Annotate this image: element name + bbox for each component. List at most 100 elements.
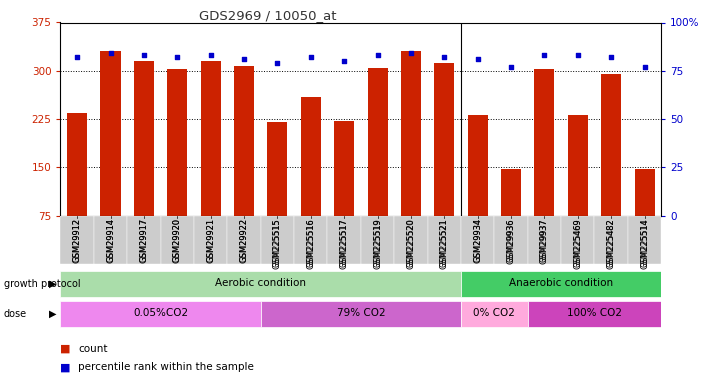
Point xyxy=(639,64,651,70)
Text: ▶: ▶ xyxy=(49,279,57,289)
Point xyxy=(138,53,149,58)
Text: GSM225516: GSM225516 xyxy=(306,218,315,268)
Bar xyxy=(261,302,461,327)
Bar xyxy=(67,112,87,216)
Text: GDS2969 / 10050_at: GDS2969 / 10050_at xyxy=(199,9,336,22)
Bar xyxy=(201,61,220,216)
Bar xyxy=(194,216,228,264)
Bar xyxy=(328,216,360,264)
Bar xyxy=(461,216,494,264)
Text: GSM29920: GSM29920 xyxy=(173,218,182,263)
Text: GSM225519: GSM225519 xyxy=(373,218,382,267)
Text: GSM29921: GSM29921 xyxy=(206,218,215,263)
Bar xyxy=(568,114,588,216)
Text: 79% CO2: 79% CO2 xyxy=(336,309,385,318)
Text: ▶: ▶ xyxy=(49,309,57,319)
Bar xyxy=(601,74,621,216)
Text: GSM29917: GSM29917 xyxy=(139,218,149,262)
Point xyxy=(305,54,316,60)
Text: GSM29934: GSM29934 xyxy=(473,218,482,262)
Text: percentile rank within the sample: percentile rank within the sample xyxy=(78,363,254,372)
Text: Aerobic condition: Aerobic condition xyxy=(215,279,306,288)
Point xyxy=(338,58,350,64)
Point xyxy=(572,53,584,58)
Text: GSM29936: GSM29936 xyxy=(506,218,515,264)
Bar xyxy=(427,216,461,264)
Text: GSM225517: GSM225517 xyxy=(340,218,348,267)
Bar xyxy=(60,302,261,327)
Text: GSM225517: GSM225517 xyxy=(340,218,348,268)
Text: GSM225469: GSM225469 xyxy=(573,218,582,268)
Bar xyxy=(234,66,254,216)
Bar xyxy=(360,216,394,264)
Point xyxy=(539,53,550,58)
Bar xyxy=(161,216,194,264)
Text: GSM225521: GSM225521 xyxy=(440,218,449,267)
Bar xyxy=(594,216,628,264)
Point xyxy=(506,64,517,70)
Bar xyxy=(294,216,328,264)
Text: GSM225519: GSM225519 xyxy=(373,218,382,268)
Text: growth protocol: growth protocol xyxy=(4,279,80,289)
Bar xyxy=(561,216,594,264)
Point xyxy=(238,56,250,62)
Point xyxy=(439,54,450,60)
Bar xyxy=(60,216,94,264)
Bar xyxy=(228,216,261,264)
Bar xyxy=(267,122,287,216)
Bar xyxy=(468,114,488,216)
Point xyxy=(171,54,183,60)
Bar xyxy=(634,169,655,216)
Bar xyxy=(334,121,354,216)
Text: GSM225515: GSM225515 xyxy=(273,218,282,268)
Bar xyxy=(461,302,528,327)
Point xyxy=(105,50,116,56)
Text: GSM29922: GSM29922 xyxy=(240,218,249,263)
Bar xyxy=(134,61,154,216)
Point xyxy=(372,53,383,58)
Bar xyxy=(301,96,321,216)
Bar xyxy=(60,272,461,297)
Text: GSM29920: GSM29920 xyxy=(173,218,182,262)
Text: Anaerobic condition: Anaerobic condition xyxy=(509,279,613,288)
Point xyxy=(205,53,216,58)
Bar xyxy=(494,216,528,264)
Text: GSM29934: GSM29934 xyxy=(473,218,482,263)
Text: GSM225514: GSM225514 xyxy=(640,218,649,268)
Text: GSM29912: GSM29912 xyxy=(73,218,82,262)
Bar xyxy=(501,169,521,216)
Text: GSM225514: GSM225514 xyxy=(640,218,649,267)
Text: count: count xyxy=(78,344,107,354)
Bar xyxy=(528,302,661,327)
Text: GSM225482: GSM225482 xyxy=(606,218,616,267)
Text: GSM29917: GSM29917 xyxy=(139,218,149,263)
Text: GSM225515: GSM225515 xyxy=(273,218,282,267)
Text: GSM29921: GSM29921 xyxy=(206,218,215,262)
Text: GSM225469: GSM225469 xyxy=(573,218,582,267)
Text: ■: ■ xyxy=(60,344,71,354)
Bar xyxy=(434,63,454,216)
Text: GSM29914: GSM29914 xyxy=(106,218,115,263)
Bar xyxy=(628,216,661,264)
Text: ■: ■ xyxy=(60,363,71,372)
Bar xyxy=(394,216,427,264)
Bar xyxy=(401,51,421,216)
Text: GSM29922: GSM29922 xyxy=(240,218,249,262)
Text: 100% CO2: 100% CO2 xyxy=(567,309,622,318)
Text: GSM225516: GSM225516 xyxy=(306,218,315,267)
Point xyxy=(272,60,283,66)
Point xyxy=(472,56,483,62)
Text: GSM29914: GSM29914 xyxy=(106,218,115,262)
Bar xyxy=(535,69,555,216)
Bar xyxy=(461,272,661,297)
Bar xyxy=(528,216,561,264)
Text: dose: dose xyxy=(4,309,27,319)
Point xyxy=(606,54,617,60)
Bar xyxy=(100,51,121,216)
Bar xyxy=(368,68,387,216)
Text: GSM29912: GSM29912 xyxy=(73,218,82,263)
Text: GSM225482: GSM225482 xyxy=(606,218,616,268)
Bar xyxy=(94,216,127,264)
Bar xyxy=(167,69,187,216)
Text: 0% CO2: 0% CO2 xyxy=(474,309,515,318)
